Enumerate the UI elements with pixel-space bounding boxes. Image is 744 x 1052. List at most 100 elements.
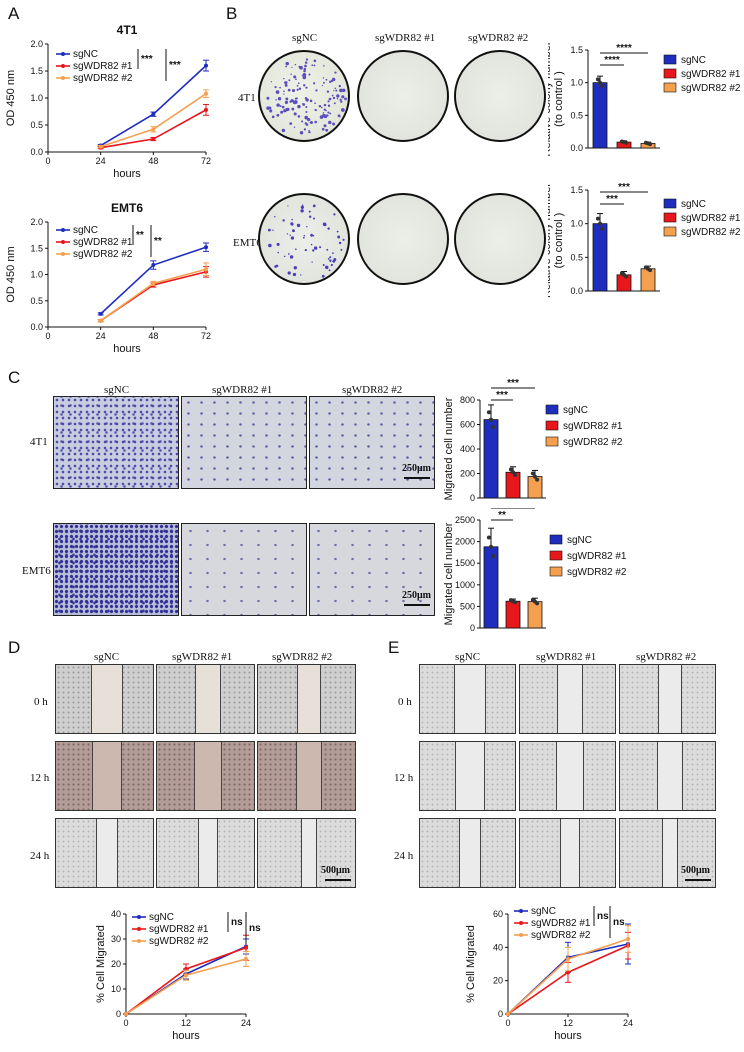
colony-dot xyxy=(270,81,273,83)
colony-dot xyxy=(329,256,332,259)
colony-dish-emt6-sgwdr82-2 xyxy=(454,193,546,285)
legend-label: sgWDR82 #2 xyxy=(681,83,741,94)
b-col-sgnc: sgNC xyxy=(292,32,318,44)
scale-label: 500μm xyxy=(321,865,350,876)
colony-dot xyxy=(313,59,317,63)
legend-label: sgWDR82 #2 xyxy=(531,930,591,941)
x-tick-label: 24 xyxy=(623,1018,633,1028)
colony-dot xyxy=(308,215,312,218)
sig-label: *** xyxy=(141,54,153,65)
d-col-sgwdr82-2: sgWDR82 #2 xyxy=(272,651,333,663)
colony-dot xyxy=(277,251,280,254)
colony-dot xyxy=(307,118,311,121)
wound-gap xyxy=(296,665,321,733)
y-tick-label: 1.0 xyxy=(30,270,43,280)
data-dot xyxy=(535,601,540,606)
sig-label: ns xyxy=(231,917,243,928)
colony-dot xyxy=(332,252,334,254)
y-tick-label: 0.0 xyxy=(570,143,583,153)
colony-dot xyxy=(338,241,342,245)
colony-dot xyxy=(274,216,276,218)
legend-swatch xyxy=(663,68,677,79)
data-dot xyxy=(491,554,496,559)
legend-marker xyxy=(61,240,65,244)
colony-dot xyxy=(287,205,289,207)
y-tick-label: 2.0 xyxy=(30,217,43,227)
chart-b-emt6: 0.0 0.5 1.0 1.5 Relative colony number(to co… xyxy=(548,182,741,298)
data-point xyxy=(506,1012,510,1016)
colony-dot xyxy=(308,210,311,213)
colony-dot xyxy=(276,103,280,107)
colony-dot xyxy=(309,121,313,124)
wound-gap xyxy=(194,665,221,733)
b-col-sgwdr82-2: sgWDR82 #2 xyxy=(468,32,529,44)
colony-dot xyxy=(295,248,297,251)
y-axis-label: Relative colony number xyxy=(548,183,553,298)
sig-label: *** xyxy=(507,378,519,389)
data-dot xyxy=(535,477,540,482)
transwell-emt6-sgwdr82-2: 250μm xyxy=(309,523,435,616)
data-dot xyxy=(648,268,653,273)
wound-image xyxy=(156,741,255,811)
transwell-4t1-sgwdr82-2: 250μm xyxy=(309,396,435,489)
bar xyxy=(527,476,543,499)
legend-label: sgNC xyxy=(567,535,592,546)
colony-dot xyxy=(308,129,310,132)
legend-swatch xyxy=(663,54,677,65)
colony-dot xyxy=(340,248,343,251)
colony-dot xyxy=(308,73,311,76)
wound-image xyxy=(55,741,154,811)
y-axis-label: Relative colony number xyxy=(548,41,553,156)
colony-dot xyxy=(279,86,281,89)
colony-dot xyxy=(294,63,297,66)
colony-dot xyxy=(331,77,336,82)
data-point xyxy=(98,311,103,316)
y-tick-label: 1.5 xyxy=(570,185,583,195)
colony-dot xyxy=(321,127,325,131)
legend-marker xyxy=(61,52,65,56)
sig-label: *** xyxy=(169,60,181,71)
colony-dot xyxy=(342,88,346,93)
x-tick-label: 0 xyxy=(505,1018,510,1028)
colony-dot xyxy=(322,77,325,79)
data-point xyxy=(151,137,156,142)
panel-label-a: A xyxy=(8,4,20,23)
colony-dot xyxy=(304,97,308,100)
colony-dot xyxy=(299,65,303,70)
scale-label: 250μm xyxy=(402,590,431,601)
b-col-sgwdr82-1: sgWDR82 #1 xyxy=(375,32,436,44)
colony-dot xyxy=(304,61,308,64)
colony-dot xyxy=(337,95,340,97)
bar xyxy=(483,419,499,499)
x-tick-label: 24 xyxy=(96,156,106,166)
colony-dot xyxy=(310,233,314,237)
colony-dot xyxy=(276,113,280,117)
wound-gap xyxy=(656,742,683,810)
legend-swatch xyxy=(663,226,677,237)
colony-dot xyxy=(289,234,291,236)
wound-gap xyxy=(300,819,317,887)
legend-label: sgNC xyxy=(73,225,98,236)
legend-label: sgWDR82 #1 xyxy=(681,69,741,80)
colony-dot xyxy=(304,64,307,68)
x-tick-label: 48 xyxy=(148,156,158,166)
legend-marker xyxy=(519,921,523,925)
colony-dot xyxy=(291,218,293,221)
data-point xyxy=(566,970,570,975)
colony-dot xyxy=(300,274,302,276)
colony-dot xyxy=(333,90,335,92)
c-col-sgnc: sgNC xyxy=(104,384,130,396)
transwell-4t1-sgnc xyxy=(53,396,179,489)
x-tick-label: 72 xyxy=(201,156,211,166)
colony-dot xyxy=(302,75,307,80)
colony-dot xyxy=(304,115,309,120)
e-col-sgwdr82-2: sgWDR82 #2 xyxy=(636,651,697,663)
colony-dot xyxy=(303,128,307,131)
colony-dot xyxy=(269,109,273,113)
legend-swatch xyxy=(549,550,563,561)
data-dot xyxy=(486,410,491,415)
colony-dot xyxy=(331,94,334,97)
data-dot xyxy=(508,467,513,472)
colony-dot xyxy=(323,81,325,84)
